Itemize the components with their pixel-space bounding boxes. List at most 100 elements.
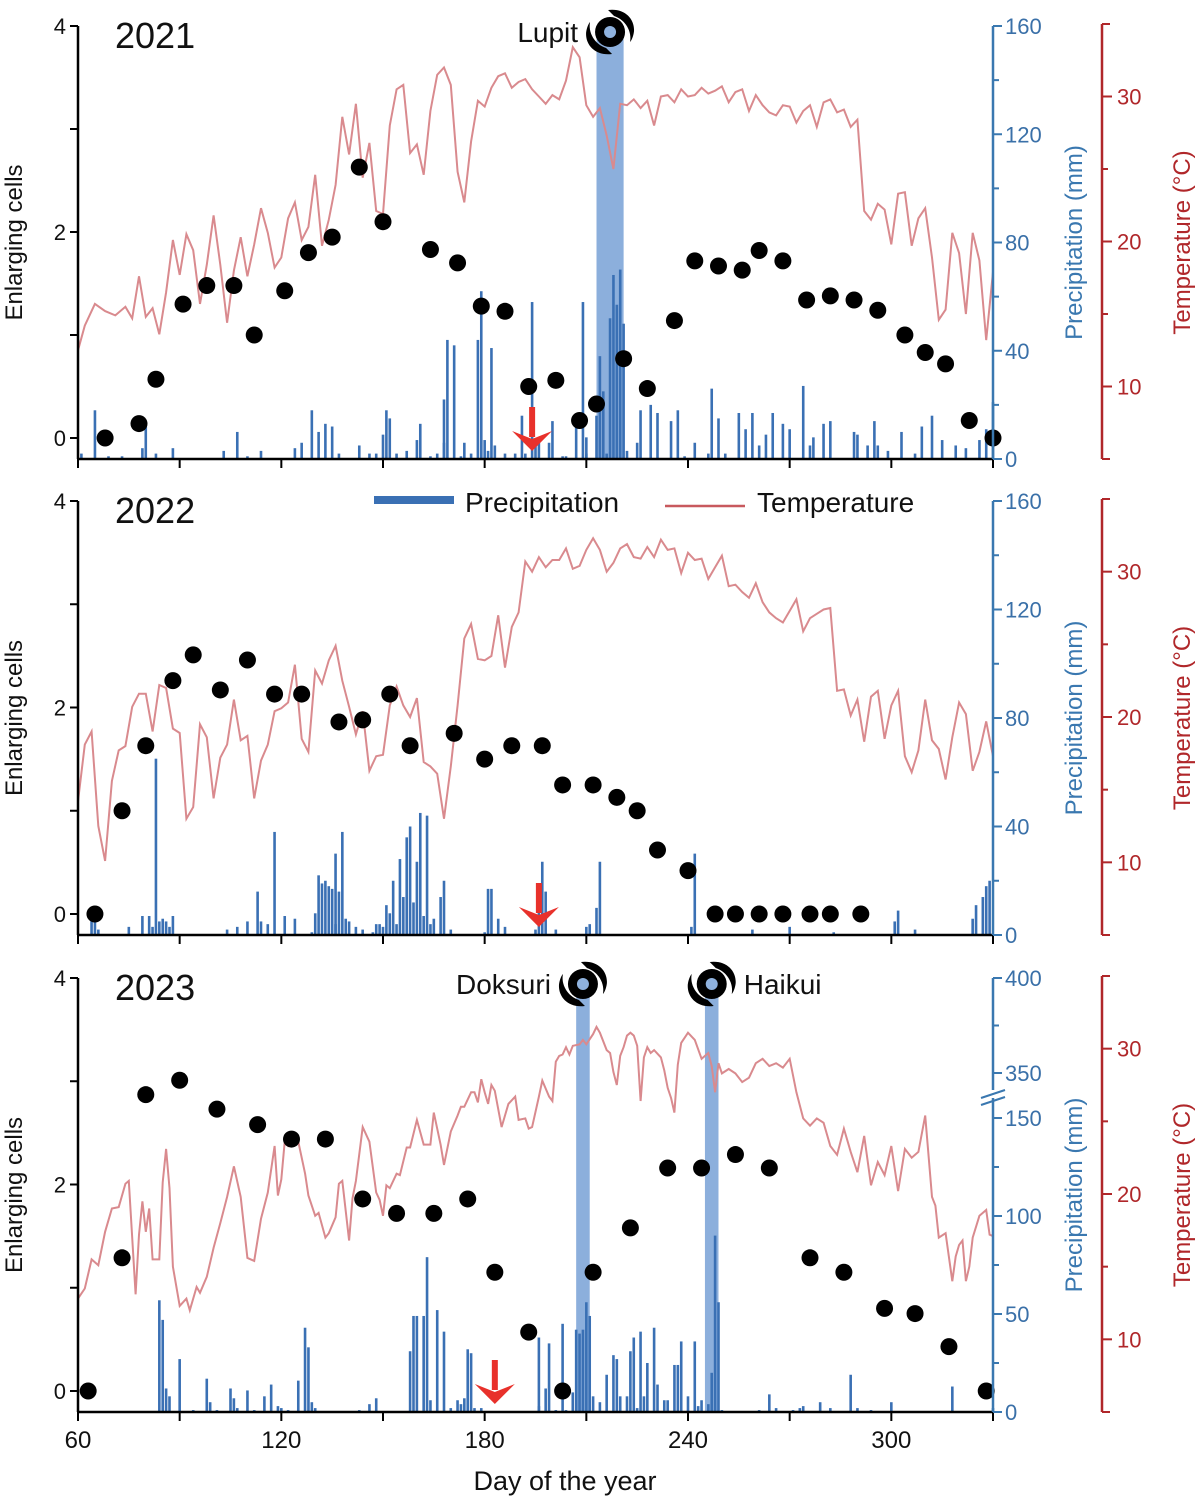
enlarging-cells-point: [113, 1249, 131, 1267]
precip-tick-label: 40: [1005, 339, 1029, 364]
precip-axis-title: Precipitation (mm): [1061, 1098, 1088, 1293]
left-tick-label: 4: [54, 966, 66, 991]
precip-tick-label: 40: [1005, 815, 1029, 840]
enlarging-cells-point: [801, 905, 819, 923]
precip-bar: [781, 423, 785, 459]
precip-axis-title: Precipitation (mm): [1061, 621, 1088, 816]
precip-bar: [337, 891, 341, 935]
precip-bar: [93, 918, 97, 935]
enlarging-cells-point: [86, 905, 104, 923]
precip-bar: [822, 423, 825, 459]
precip-bar: [561, 456, 564, 459]
precip-bar: [449, 1408, 453, 1412]
precip-bar: [324, 880, 327, 935]
precip-bar: [381, 434, 385, 459]
precip-bar: [235, 1408, 239, 1412]
typhoon-icon: [687, 961, 736, 1007]
legend-precip-swatch: [374, 496, 454, 504]
red-arrow-icon: [512, 407, 553, 451]
precip-bar: [666, 1400, 669, 1412]
precip-bar: [330, 426, 334, 459]
precip-bar: [676, 410, 680, 459]
precip-bar: [669, 421, 673, 459]
precip-bar: [402, 897, 405, 935]
precip-bar: [913, 929, 917, 935]
temperature-line: [77, 1024, 994, 1314]
precip-bar: [595, 415, 598, 459]
precip-bar: [164, 1388, 168, 1412]
temp-tick-label: 30: [1117, 560, 1141, 585]
precip-bar: [849, 1374, 852, 1412]
precip-bar: [829, 421, 832, 459]
arrow-head: [512, 431, 553, 451]
enlarging-cells-point: [584, 1263, 602, 1281]
precip-bar: [388, 418, 392, 459]
precip-bar: [154, 758, 158, 935]
enlarging-cells-points: [79, 1071, 995, 1400]
precip-bar: [283, 916, 287, 935]
enlarging-cells-point: [533, 737, 551, 755]
precip-bar: [327, 886, 331, 935]
enlarging-cells-points: [86, 646, 870, 923]
precip-tick-label: 100: [1005, 1204, 1042, 1229]
precip-bar: [622, 323, 625, 459]
precip-bar: [812, 437, 815, 459]
enlarging-cells-point: [374, 213, 392, 231]
enlarging-cells-point: [113, 802, 131, 820]
precip-bar: [717, 418, 720, 459]
left-tick-label: 4: [54, 489, 66, 514]
precip-bar: [432, 918, 436, 935]
precip-bar: [408, 1351, 412, 1412]
precip-bar: [954, 445, 958, 459]
precip-tick-label: 0: [1005, 1400, 1017, 1425]
precip-bar: [801, 385, 805, 459]
precip-bar: [984, 429, 988, 459]
precip-bar: [310, 1402, 314, 1412]
enlarging-cells-point: [249, 1116, 267, 1134]
typhoon-arm-top: [709, 961, 736, 994]
precip-bar: [486, 450, 490, 459]
precip-bar: [710, 388, 714, 459]
precip-bar: [588, 924, 592, 935]
precip-bar: [629, 1351, 632, 1412]
enlarging-cells-point: [96, 429, 114, 447]
left-tick-label: 0: [54, 902, 66, 927]
precip-bar: [852, 431, 856, 459]
typhoon-arm-bottom: [558, 974, 585, 1007]
precip-bar: [798, 1408, 802, 1412]
precip-bar: [378, 924, 381, 935]
enlarging-cells-point: [584, 776, 602, 794]
precip-bar: [246, 1390, 249, 1412]
precip-bar: [205, 1378, 209, 1412]
precip-bar: [368, 1404, 371, 1412]
enlarging-cells-point: [798, 291, 816, 309]
precip-bar: [344, 918, 348, 935]
left-tick-label: 2: [54, 220, 66, 245]
precip-bar: [310, 932, 314, 935]
enlarging-cells-point: [638, 380, 656, 398]
precip-bar: [266, 924, 270, 935]
precip-bar: [341, 831, 344, 935]
precip-bar: [551, 421, 554, 459]
left-axis-title: Enlarging cells: [1, 1117, 28, 1273]
precip-bar: [330, 888, 334, 935]
enlarging-cells-point: [774, 252, 792, 270]
left-tick-label: 0: [54, 1379, 66, 1404]
enlarging-cells-point: [774, 905, 792, 923]
enlarging-cells-point: [208, 1100, 226, 1118]
panel-2021: Lupit 0 2 4 Enlarging cells 2021 0 40 80 120 160 Pr…: [1, 9, 1196, 472]
precip-bar: [334, 853, 337, 935]
precip-bar: [208, 1402, 212, 1412]
precip-bar: [571, 1392, 575, 1412]
precip-bar: [866, 445, 869, 459]
precip-bar: [534, 929, 537, 935]
precip-bar: [442, 1331, 446, 1412]
precip-bar: [418, 812, 422, 935]
precip-bar: [974, 905, 978, 935]
enlarging-cells-point: [906, 1305, 924, 1323]
precip-tick-label: 400: [1005, 966, 1042, 991]
precip-bar: [97, 929, 100, 935]
precip-bar: [256, 891, 259, 935]
left-axis-title: Enlarging cells: [1, 164, 28, 320]
